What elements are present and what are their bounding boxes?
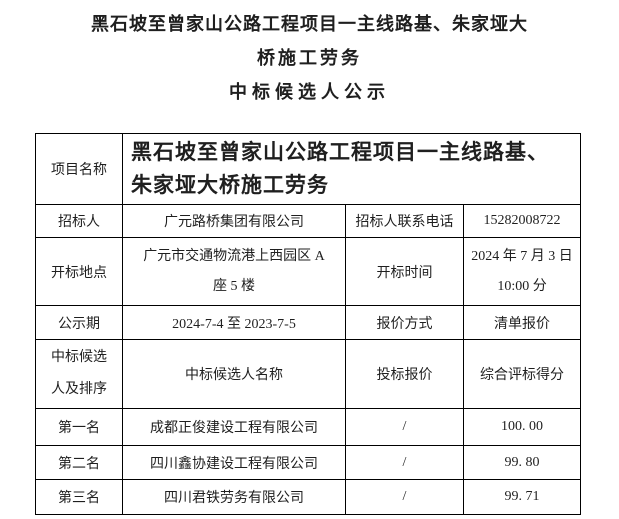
- publicity-period-value: 2024-7-4 至 2023-7-5: [122, 305, 346, 340]
- quote-method-label: 报价方式: [345, 305, 464, 340]
- candidate-name: 四川君铁劳务有限公司: [122, 479, 346, 515]
- title-line-2: 桥施工劳务: [257, 48, 362, 68]
- project-name-value: 黑石坡至曾家山公路工程项目一主线路基、朱家垭大桥施工劳务: [121, 133, 582, 205]
- candidate-score-header: 综合评标得分: [462, 339, 582, 409]
- opening-time-value: 2024 年 7 月 3 日 10:00 分: [462, 237, 582, 306]
- candidate-price: /: [345, 408, 464, 446]
- publicity-period-label: 公示期: [35, 305, 123, 340]
- candidate-rank: 第二名: [35, 445, 123, 480]
- candidate-score: 99. 80: [462, 445, 582, 480]
- notice-table: 项目名称 黑石坡至曾家山公路工程项目一主线路基、朱家垭大桥施工劳务 招标人 广元…: [35, 133, 582, 515]
- row-project: 项目名称 黑石坡至曾家山公路工程项目一主线路基、朱家垭大桥施工劳务: [35, 133, 582, 205]
- opening-time-label: 开标时间: [345, 237, 464, 306]
- tenderer-value: 广元路桥集团有限公司: [122, 204, 346, 238]
- candidate-price-header: 投标报价: [345, 339, 464, 409]
- candidate-rank: 第三名: [35, 479, 123, 515]
- row-bid-opening: 开标地点 广元市交通物流港上西园区 A 座 5 楼 开标时间 2024 年 7 …: [35, 237, 582, 306]
- candidate-row-2: 第二名 四川鑫协建设工程有限公司 / 99. 80: [35, 445, 582, 480]
- project-name-label: 项目名称: [35, 133, 123, 205]
- document-title: 黑石坡至曾家山公路工程项目一主线路基、朱家垭大 桥施工劳务 中标候选人公示: [0, 7, 619, 109]
- candidate-score: 100. 00: [462, 408, 582, 446]
- tenderer-phone-value: 15282008722: [462, 204, 582, 238]
- row-candidate-header: 中标候选人及排序 中标候选人名称 投标报价 综合评标得分: [35, 339, 582, 409]
- candidate-name: 四川鑫协建设工程有限公司: [122, 445, 346, 480]
- row-publicity: 公示期 2024-7-4 至 2023-7-5 报价方式 清单报价: [35, 305, 582, 340]
- candidate-rank: 第一名: [35, 408, 123, 446]
- candidate-name-header: 中标候选人名称: [122, 339, 346, 409]
- title-line-1: 黑石坡至曾家山公路工程项目一主线路基、朱家垭大: [91, 14, 528, 34]
- candidate-price: /: [345, 479, 464, 515]
- candidate-rank-header: 中标候选人及排序: [35, 339, 123, 409]
- opening-place-label: 开标地点: [35, 237, 123, 306]
- tenderer-phone-label: 招标人联系电话: [345, 204, 464, 238]
- quote-method-value: 清单报价: [462, 305, 582, 340]
- tenderer-label: 招标人: [35, 204, 123, 238]
- candidate-row-1: 第一名 成都正俊建设工程有限公司 / 100. 00: [35, 408, 582, 446]
- opening-place-value: 广元市交通物流港上西园区 A 座 5 楼: [122, 237, 346, 306]
- title-line-3: 中标候选人公示: [229, 82, 390, 102]
- candidate-name: 成都正俊建设工程有限公司: [122, 408, 346, 446]
- candidate-price: /: [345, 445, 464, 480]
- row-tenderer: 招标人 广元路桥集团有限公司 招标人联系电话 15282008722: [35, 204, 582, 238]
- candidate-score: 99. 71: [462, 479, 582, 515]
- candidate-row-3: 第三名 四川君铁劳务有限公司 / 99. 71: [35, 479, 582, 515]
